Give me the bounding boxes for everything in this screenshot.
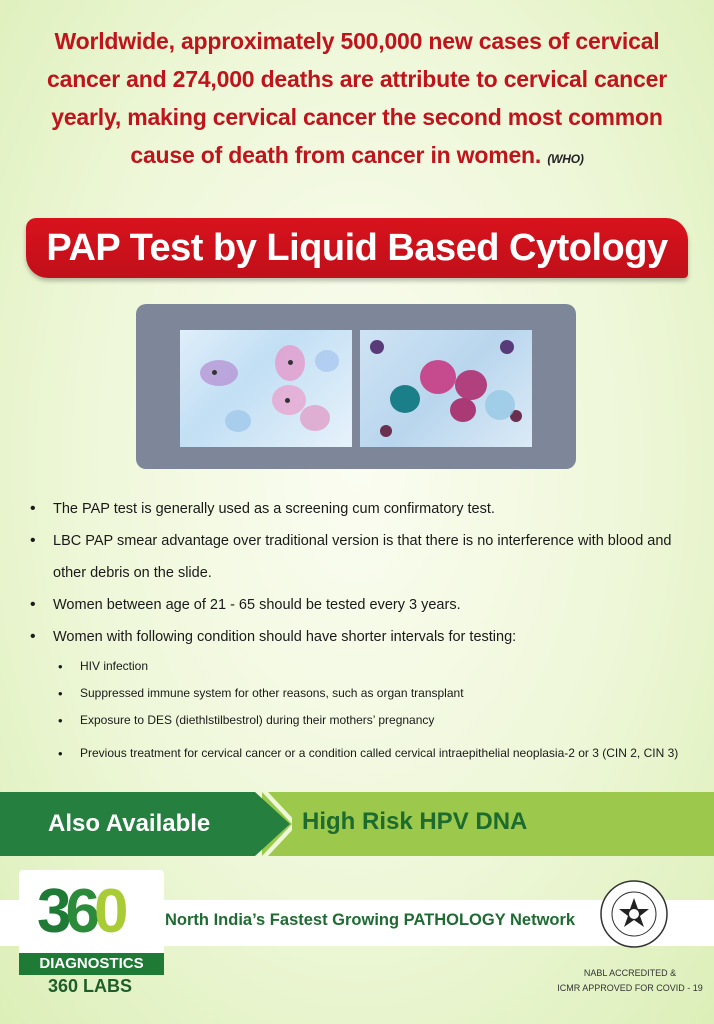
cytology-image-frame [136, 304, 576, 469]
intro-line-4: cause of death from cancer in women. (WH… [30, 136, 684, 178]
accreditation-line-2: ICMR APPROVED FOR COVID - 19 [557, 983, 703, 993]
intro-line-1: Worldwide, approximately 500,000 new cas… [54, 28, 660, 54]
list-item: LBC PAP smear advantage over traditional… [28, 525, 698, 589]
condition-item: Previous treatment for cervical cancer o… [53, 740, 698, 767]
availability-label: Also Available [48, 810, 211, 837]
logo-number: 360 [37, 877, 129, 946]
cytology-image-abnormal [360, 330, 532, 447]
intro-line-4-text: cause of death from cancer in women. [130, 142, 542, 168]
conditions-list: HIV infection Suppressed immune system f… [53, 653, 698, 767]
title-banner: PAP Test by Liquid Based Cytology [26, 218, 688, 278]
condition-item: Exposure to DES (diethlstilbestrol) duri… [53, 707, 698, 734]
list-item: The PAP test is generally used as a scre… [28, 493, 698, 525]
brand-logo: 360 DIAGNOSTICS [19, 870, 164, 975]
accreditation-line-1: NABL ACCREDITED & [583, 968, 677, 978]
brand-labs: 360 LABS [47, 976, 133, 996]
page-title: PAP Test by Liquid Based Cytology [46, 227, 668, 269]
condition-item: HIV infection [53, 653, 698, 680]
list-item-text: Women with following condition should ha… [53, 629, 517, 645]
intro-text: Worldwide, approximately 500,000 new cas… [30, 22, 684, 178]
accreditation-text: NABL ACCREDITED & ICMR APPROVED FOR COVI… [555, 966, 705, 996]
intro-source: (WHO) [547, 152, 584, 166]
availability-bar: Also Available High Risk HPV DNA [0, 792, 714, 856]
key-points-list: The PAP test is generally used as a scre… [28, 493, 698, 767]
availability-item-bg [262, 792, 714, 856]
intro-line-3: yearly, making cervical cancer the secon… [51, 104, 663, 130]
list-item: Women with following condition should ha… [28, 621, 698, 767]
logo-band: DIAGNOSTICS [19, 953, 164, 975]
brand-tagline: North India’s Fastest Growing PATHOLOGY … [165, 911, 576, 929]
nabl-seal-icon [598, 878, 670, 950]
availability-label-bg [0, 792, 290, 856]
availability-item: High Risk HPV DNA [302, 808, 528, 835]
intro-line-2: cancer and 274,000 deaths are attribute … [47, 66, 667, 92]
cytology-image-normal [180, 330, 352, 447]
condition-item: Suppressed immune system for other reaso… [53, 680, 698, 707]
list-item: Women between age of 21 - 65 should be t… [28, 589, 698, 621]
